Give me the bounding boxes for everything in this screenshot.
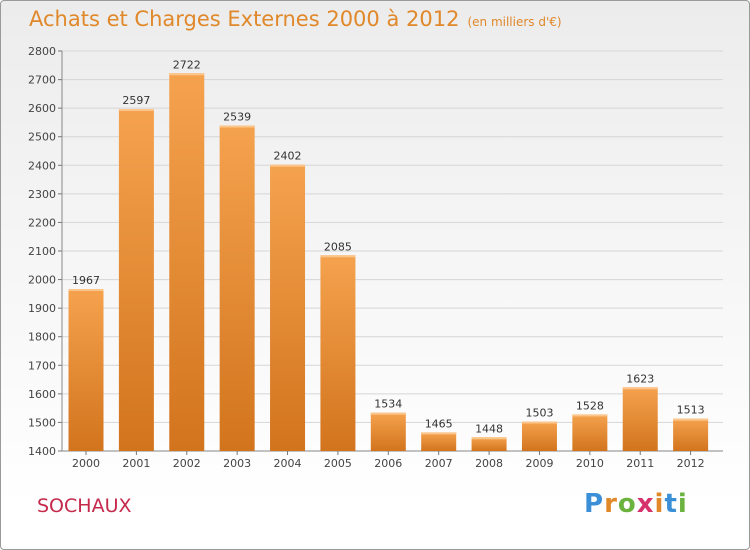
bar-highlight xyxy=(622,387,658,390)
x-tick-label: 2007 xyxy=(425,457,453,470)
bar-value-label: 1465 xyxy=(425,417,453,430)
proxiti-logo: Proxiti xyxy=(584,489,688,519)
bar-value-label: 2722 xyxy=(173,58,201,71)
x-tick-label: 2003 xyxy=(223,457,251,470)
x-tick-label: 2002 xyxy=(173,457,201,470)
bar-highlight xyxy=(673,418,709,421)
x-tick-label: 2006 xyxy=(374,457,402,470)
logo-letter: r xyxy=(604,489,618,519)
bar-value-label: 2402 xyxy=(274,150,302,163)
x-tick-label: 2010 xyxy=(576,457,604,470)
logo-letter: i xyxy=(654,489,665,519)
bar-highlight xyxy=(169,73,205,76)
bar-value-label: 2539 xyxy=(223,111,251,124)
logo-letter: o xyxy=(617,489,637,519)
y-tick-label: 2100 xyxy=(28,245,56,258)
x-tick-label: 2012 xyxy=(677,457,705,470)
bar xyxy=(521,421,557,451)
bar-highlight xyxy=(270,164,306,167)
bar xyxy=(320,255,356,451)
x-tick-label: 2011 xyxy=(626,457,654,470)
y-tick-label: 2500 xyxy=(28,131,56,144)
bar-highlight xyxy=(219,125,255,128)
y-tick-label: 2600 xyxy=(28,102,56,115)
y-tick-label: 1500 xyxy=(28,416,56,429)
bar xyxy=(370,412,406,451)
y-tick-label: 2800 xyxy=(28,45,56,58)
bar xyxy=(622,387,658,451)
x-tick-label: 2004 xyxy=(274,457,302,470)
y-tick-label: 2400 xyxy=(28,159,56,172)
chart-title-text: Achats et Charges Externes 2000 à 2012 xyxy=(29,7,460,31)
y-tick-label: 2000 xyxy=(28,274,56,287)
x-tick-label: 2005 xyxy=(324,457,352,470)
bar-highlight xyxy=(320,255,356,258)
bar-highlight xyxy=(421,432,457,435)
bar-highlight xyxy=(521,421,557,424)
bar xyxy=(572,414,608,451)
bar xyxy=(118,109,154,451)
y-tick-label: 1700 xyxy=(28,359,56,372)
bar-highlight xyxy=(572,414,608,417)
bar-value-label: 1448 xyxy=(475,422,503,435)
bar-value-label: 1528 xyxy=(576,399,604,412)
y-tick-label: 1600 xyxy=(28,388,56,401)
x-tick-label: 2008 xyxy=(475,457,503,470)
commune-name: SOCHAUX xyxy=(37,495,132,517)
bar-highlight xyxy=(118,109,154,111)
bar xyxy=(68,289,104,451)
bar-value-label: 1967 xyxy=(72,274,100,287)
chart-title: Achats et Charges Externes 2000 à 2012 (e… xyxy=(29,7,562,31)
bar-value-label: 1534 xyxy=(374,398,402,411)
bar-value-label: 1513 xyxy=(677,404,705,417)
bar xyxy=(471,437,507,451)
bar-highlight xyxy=(370,412,406,415)
logo-letter: x xyxy=(636,489,655,519)
bar-highlight xyxy=(68,289,104,291)
y-tick-label: 1400 xyxy=(28,445,56,458)
bar-value-label: 1623 xyxy=(626,372,654,385)
bar-value-label: 2085 xyxy=(324,240,352,253)
bar-value-label: 2597 xyxy=(122,94,150,107)
bar xyxy=(673,418,709,451)
chart-subtitle: (en milliers d'€) xyxy=(467,15,562,29)
bar-value-label: 1503 xyxy=(525,407,553,420)
y-tick-label: 1900 xyxy=(28,302,56,315)
bar-highlight xyxy=(471,437,507,440)
y-tick-label: 2700 xyxy=(28,74,56,87)
logo-letter: t xyxy=(664,489,678,519)
bar xyxy=(421,432,457,451)
bar xyxy=(219,125,255,452)
x-tick-label: 2000 xyxy=(72,457,100,470)
logo-letter: P xyxy=(584,489,605,519)
bar xyxy=(169,73,205,452)
x-tick-label: 2001 xyxy=(122,457,150,470)
bar xyxy=(270,164,306,451)
x-tick-label: 2009 xyxy=(525,457,553,470)
y-tick-label: 2300 xyxy=(28,188,56,201)
logo-letter: i xyxy=(677,489,688,519)
y-tick-label: 1800 xyxy=(28,331,56,344)
y-tick-label: 2200 xyxy=(28,216,56,229)
